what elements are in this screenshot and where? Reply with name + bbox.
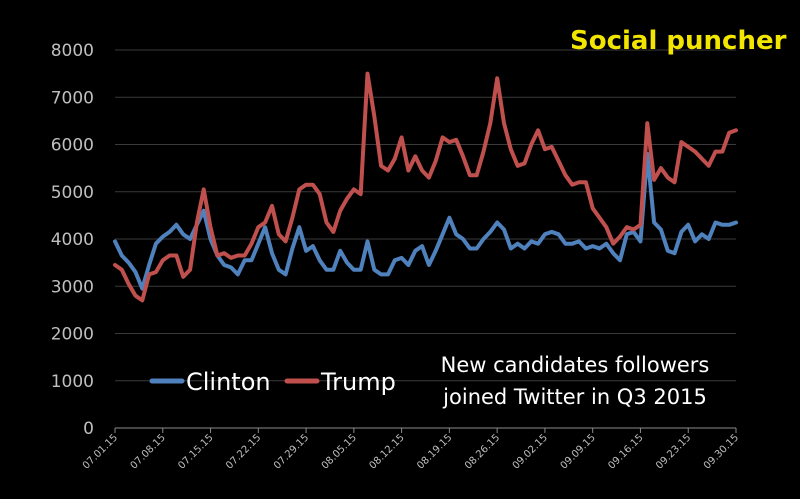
y-tick-label: 1000: [51, 372, 94, 392]
legend: Clinton Trump: [149, 368, 396, 396]
y-tick-label: 3000: [51, 277, 94, 297]
y-tick-label: 6000: [51, 136, 94, 156]
legend-label-trump: Trump: [320, 368, 396, 396]
y-tick-label: 5000: [51, 183, 94, 203]
series-lines: [113, 71, 738, 303]
y-tick-label: 8000: [51, 41, 94, 61]
chart-title-line-2: joined Twitter in Q3 2015: [442, 385, 707, 409]
chart-title: New candidates followers joined Twitter …: [441, 353, 710, 409]
grid-lines: [115, 49, 736, 382]
brand-logo-text: Social puncher: [570, 26, 787, 56]
y-axis-ticks: 0 1000 2000 3000 4000 5000 6000 7000 8000: [51, 41, 94, 439]
y-tick-label: 2000: [51, 325, 94, 345]
y-tick-label: 7000: [51, 88, 94, 108]
brand-logo: Social puncher: [570, 26, 787, 56]
chart-title-line-1: New candidates followers: [441, 353, 710, 377]
legend-label-clinton: Clinton: [186, 368, 271, 396]
y-tick-label: 4000: [51, 230, 94, 250]
y-tick-label: 0: [83, 419, 94, 439]
series-line-trump: [113, 71, 738, 303]
